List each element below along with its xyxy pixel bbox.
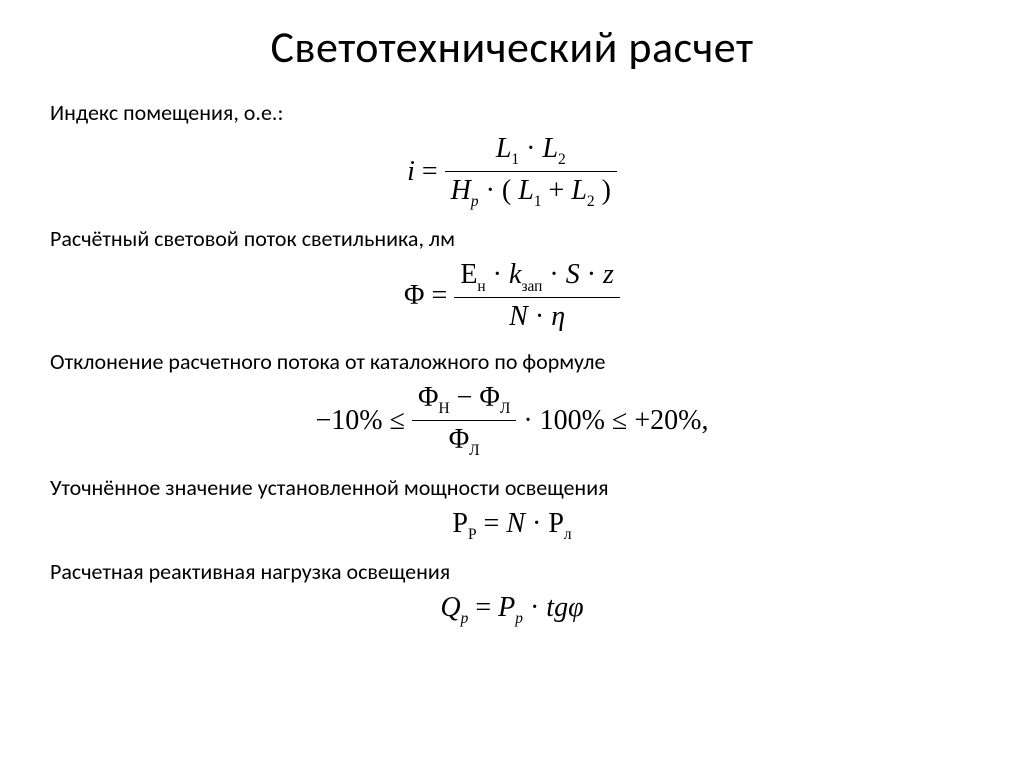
var-Q: Q xyxy=(440,592,460,623)
dot: · xyxy=(530,592,539,623)
sub-N: Н xyxy=(438,400,449,417)
equals: = xyxy=(422,156,438,187)
var-k: k xyxy=(509,259,521,290)
var-L1: L xyxy=(496,133,512,164)
equals: = xyxy=(475,592,491,623)
var-S: S xyxy=(566,259,580,290)
fraction-index: L1 · L2 Hр · ( L1 + L2 ) xyxy=(445,132,617,211)
numerator: ΦН − ΦЛ xyxy=(412,381,516,421)
sub-L2: Л xyxy=(469,442,479,459)
equals: = xyxy=(484,508,500,539)
tg: tg xyxy=(546,592,568,623)
plus: + xyxy=(549,175,565,206)
numerator: Eн · kзап · S · z xyxy=(454,258,620,298)
var-H: H xyxy=(451,175,471,206)
formula-room-index: i = L1 · L2 Hр · ( L1 + L2 ) xyxy=(50,132,974,211)
var-L2: L xyxy=(542,133,558,164)
le2: ≤ xyxy=(612,405,627,436)
close-paren: ) xyxy=(602,175,611,206)
open-paren: ( xyxy=(502,175,511,206)
sub-P: Р xyxy=(468,526,477,543)
formula-deviation: −10% ≤ ΦН − ΦЛ ΦЛ · 100% ≤ +20%, xyxy=(50,381,974,460)
slide-content: Светотехнический расчет Индекс помещения… xyxy=(0,0,1024,662)
phi: φ xyxy=(568,592,584,623)
var-PhiN: Φ xyxy=(418,382,438,413)
sub-n: н xyxy=(477,278,485,295)
var-N: N xyxy=(509,301,528,332)
sub-zap: зап xyxy=(521,278,542,295)
dot: · xyxy=(587,259,596,290)
var-E: E xyxy=(460,259,477,290)
sub-l: л xyxy=(564,526,572,543)
lower-bound: −10% xyxy=(316,405,383,436)
var-L1b: L xyxy=(518,175,534,206)
label-flux: Расчётный световой поток светильника, лм xyxy=(50,225,974,252)
dot: · xyxy=(549,259,558,290)
var-L2b: L xyxy=(571,175,587,206)
denominator: ΦЛ xyxy=(412,421,516,460)
dot: · xyxy=(523,405,532,436)
le1: ≤ xyxy=(390,405,405,436)
var-PhiL2: Φ xyxy=(449,424,469,455)
var-Pp: P xyxy=(452,508,468,539)
numerator: L1 · L2 xyxy=(445,132,617,172)
var-i: i xyxy=(407,156,415,187)
page-title: Светотехнический расчет xyxy=(50,20,974,74)
sub-2b: 2 xyxy=(587,193,595,210)
denominator: N · η xyxy=(454,298,620,334)
sub-Pp2: p xyxy=(515,610,523,627)
dot: · xyxy=(535,301,544,332)
sub-Qp: p xyxy=(461,610,469,627)
var-N: N xyxy=(506,508,525,539)
var-z: z xyxy=(603,259,614,290)
fraction-deviation: ΦН − ΦЛ ΦЛ xyxy=(412,381,516,460)
label-power: Уточнённое значение установленной мощнос… xyxy=(50,474,974,501)
var-eta: η xyxy=(551,301,565,332)
denominator: Hр · ( L1 + L2 ) xyxy=(445,172,617,211)
dot: · xyxy=(493,259,502,290)
upper-bound: +20%, xyxy=(634,405,708,436)
dot: · xyxy=(532,508,541,539)
dot: · xyxy=(486,175,495,206)
dot: · xyxy=(526,133,535,164)
formula-power: PР = N · Pл xyxy=(50,507,974,544)
formula-reactive: Qp = Pp · tgφ xyxy=(50,591,974,628)
var-PhiL: Φ xyxy=(479,382,499,413)
sub-p: р xyxy=(471,193,479,210)
fraction-flux: Eн · kзап · S · z N · η xyxy=(454,258,620,334)
sub-2: 2 xyxy=(558,151,566,168)
equals: = xyxy=(432,280,448,311)
formula-flux: Φ = Eн · kзап · S · z N · η xyxy=(50,258,974,334)
minus: − xyxy=(457,382,473,413)
label-room-index: Индекс помещения, о.е.: xyxy=(50,99,974,126)
sub-1: 1 xyxy=(511,151,519,168)
var-Pl: P xyxy=(548,508,564,539)
var-Pp2: P xyxy=(498,592,515,623)
sub-1b: 1 xyxy=(534,193,542,210)
sub-L: Л xyxy=(500,400,510,417)
hundred: 100% xyxy=(540,405,605,436)
var-Phi: Φ xyxy=(404,280,424,311)
label-deviation: Отклонение расчетного потока от каталожн… xyxy=(50,348,974,375)
label-reactive: Расчетная реактивная нагрузка освещения xyxy=(50,558,974,585)
